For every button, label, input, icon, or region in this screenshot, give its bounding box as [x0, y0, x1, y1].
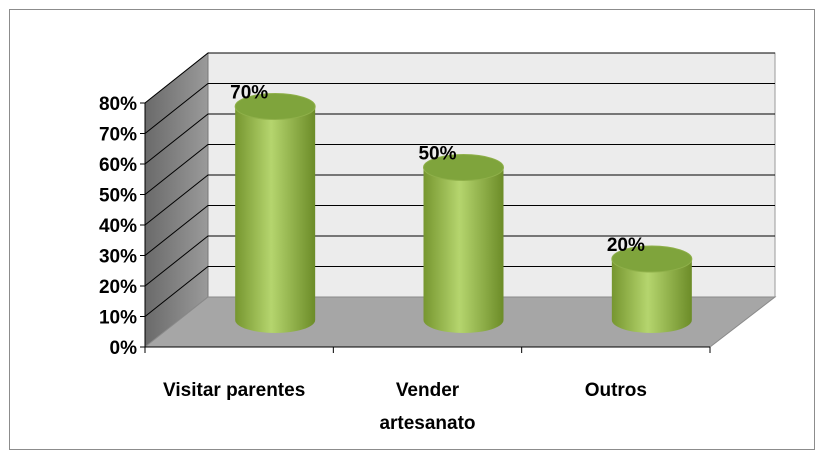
y-tick-label: 0%: [110, 338, 138, 359]
y-tick-label: 20%: [99, 277, 137, 298]
y-tick-label: 40%: [99, 216, 137, 237]
y-tick-label: 30%: [99, 247, 137, 268]
gridline: [144, 235, 775, 287]
data-label: 20%: [607, 235, 645, 256]
data-label: 70%: [230, 83, 268, 104]
axes: [140, 102, 711, 353]
bar-cylinder: [423, 154, 504, 333]
bar-top: [611, 245, 693, 273]
bar-cylinder: [234, 93, 316, 333]
y-tick-label: 10%: [99, 308, 137, 329]
gridline: [144, 113, 775, 165]
gridline: [144, 205, 775, 256]
category-label: Outros: [585, 380, 647, 401]
data-label: 50%: [418, 144, 456, 165]
y-tick-label: 80%: [99, 94, 137, 115]
gridline: [144, 52, 775, 104]
category-label: Visitar parentes: [163, 380, 305, 401]
gridline: [144, 144, 775, 195]
gridline: [144, 266, 775, 317]
labels: 0% 10% 20% 30% 40% 50% 60% 70% 80% 70% 50% 20% Visit…: [99, 83, 647, 435]
y-tick-label: 50%: [99, 186, 137, 207]
y-tick-label: 60%: [99, 155, 137, 176]
bars: [234, 93, 693, 333]
gridline: [144, 83, 775, 134]
bar-body: [611, 259, 692, 333]
bar-top: [423, 154, 504, 181]
bar-body: [235, 106, 316, 333]
category-label: artesanato: [379, 413, 475, 434]
bar-top: [234, 93, 316, 120]
bar-cylinder: [611, 245, 693, 333]
gridline: [144, 174, 775, 226]
y-tick-label: 70%: [99, 125, 137, 146]
gridlines: [144, 52, 775, 317]
bar-body: [423, 167, 504, 333]
category-label: Vender: [396, 380, 460, 401]
